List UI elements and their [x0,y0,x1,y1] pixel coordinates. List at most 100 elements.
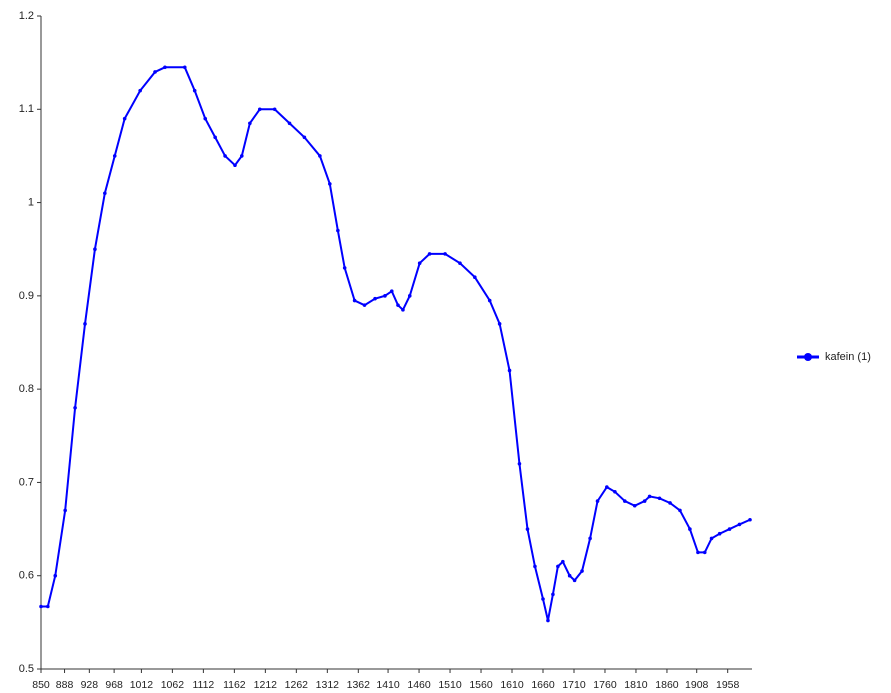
data-point [362,303,367,307]
data-point [709,536,714,541]
x-tick-label: 1908 [685,679,709,691]
data-point [595,499,600,503]
x-tick-label: 1560 [469,679,493,691]
data-point [122,116,127,121]
x-tick-label: 1860 [655,679,679,691]
data-point [383,294,387,298]
data-point [688,527,692,531]
data-point [213,135,217,140]
data-point [737,522,742,527]
data-point [318,154,322,158]
data-point [487,298,492,303]
x-tick-label: 1212 [254,679,278,691]
x-tick-label: 1162 [223,679,246,691]
data-point [497,322,502,326]
data-point [112,154,117,158]
legend-marker [804,353,812,361]
data-point [73,406,77,410]
x-tick-label: 1262 [285,679,309,691]
data-point [443,252,447,256]
data-point [138,88,142,93]
data-point [623,499,627,503]
x-tick-label: 1112 [192,679,214,691]
x-tick-label: 1710 [562,679,586,691]
data-point [272,107,277,112]
data-point [401,308,405,312]
data-point [302,135,307,140]
data-point [458,261,462,266]
data-point [163,65,167,70]
x-tick-label: 850 [32,679,50,691]
y-tick-label: 0.7 [19,476,34,488]
x-tick-label: 928 [81,679,99,691]
data-point [572,578,577,583]
data-point [567,573,572,578]
data-point [417,261,422,266]
data-point [233,163,237,168]
data-point [717,531,722,536]
x-tick-label: 1510 [438,679,462,691]
data-point [561,559,565,564]
data-point [53,573,58,578]
data-point [203,116,208,121]
data-point [678,508,682,513]
y-tick-label: 1.1 [19,103,34,115]
data-point [407,294,412,298]
y-tick-label: 0.9 [19,290,34,302]
data-point [257,107,262,112]
data-point [647,494,652,499]
data-point [556,564,560,569]
data-point [63,508,67,513]
x-tick-label: 1660 [531,679,555,691]
data-point [525,527,530,531]
x-tick-label: 1410 [376,679,400,691]
data-point [427,252,432,256]
data-point [473,275,477,280]
data-point [657,496,662,501]
y-tick-label: 1.2 [19,10,34,22]
x-tick-label: 1760 [593,679,617,691]
data-point [83,322,87,326]
x-tick-label: 888 [56,679,74,691]
data-point [748,517,752,522]
data-point [517,461,522,466]
x-tick-label: 1610 [500,679,524,691]
x-tick-label: 1460 [407,679,431,691]
data-point [507,368,512,373]
data-point [328,182,332,186]
data-point [93,247,97,252]
data-point [373,296,377,301]
data-point [702,550,707,555]
data-point [580,569,584,573]
y-tick-label: 0.5 [19,663,34,675]
y-tick-label: 1 [28,196,34,208]
data-point [223,154,227,158]
x-tick-label: 1810 [624,679,648,691]
data-point [336,228,340,233]
data-point [605,485,609,489]
data-point [396,303,400,307]
data-point [613,489,617,494]
data-point [240,154,244,158]
x-tick-label: 1362 [347,679,371,691]
data-point [632,503,637,508]
data-point [588,536,592,541]
data-point [727,527,732,531]
x-tick-label: 1012 [130,679,154,691]
x-tick-label: 1312 [316,679,340,691]
data-point [342,266,347,270]
data-point [533,564,537,569]
data-point [389,289,394,293]
data-point [352,298,357,303]
data-point [546,618,550,623]
data-point [39,604,43,609]
data-point [46,604,50,609]
data-point [103,191,107,196]
y-tick-label: 0.8 [19,383,34,395]
x-tick-label: 1062 [161,679,185,691]
data-point [696,550,700,555]
data-point [551,592,555,597]
data-point [192,88,197,93]
legend-label: kafein (1) [825,351,871,363]
